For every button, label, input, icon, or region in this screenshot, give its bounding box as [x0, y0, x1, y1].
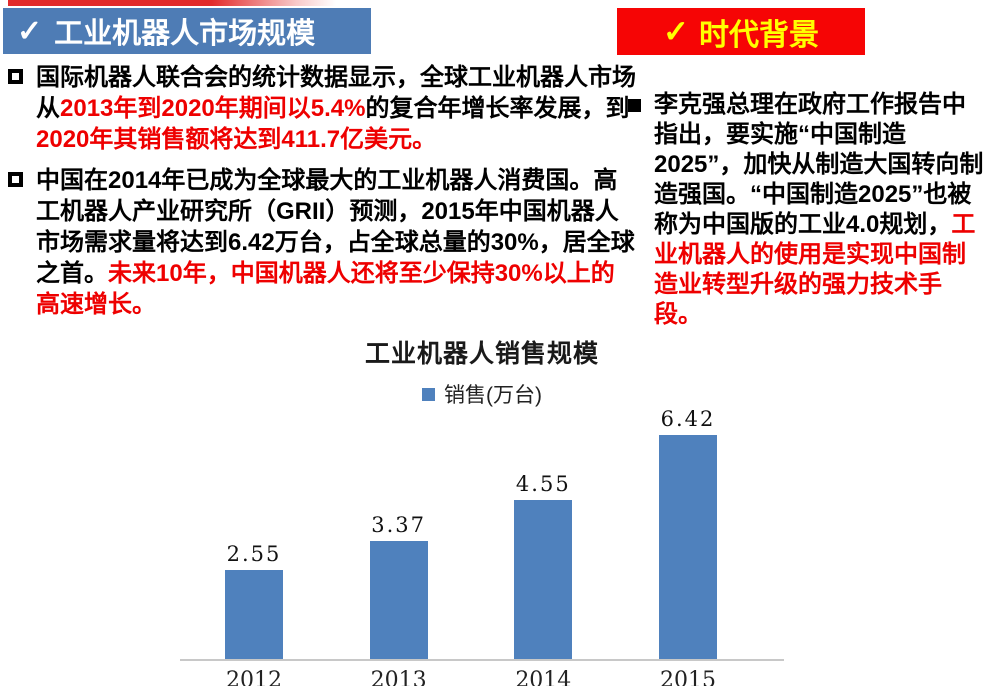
- chart-plot: 2.55 3.37 4.55 6.42: [180, 407, 784, 661]
- bar-group-2013: 3.37: [369, 513, 428, 659]
- emphasis-text: 工业机器人的使用是实现中国制造业转型升级的强力技术手段。: [654, 211, 976, 328]
- body-text: 的复合年增长率发展，到: [365, 95, 630, 122]
- emphasis-text: 2013年到2020年期间以5.4%: [60, 95, 366, 122]
- chart-title: 工业机器人销售规模: [364, 340, 599, 368]
- bar-group-2014: 4.55: [514, 472, 573, 659]
- bar-2012: [225, 570, 283, 659]
- bar-2015: [658, 435, 717, 659]
- hollow-square-bullet-icon: [8, 69, 23, 84]
- right-section-title: 时代背景: [698, 18, 819, 52]
- right-column: 李克强总理在政府工作报告中指出，要实施“中国制造2025”，加快从制造大国转向制…: [628, 90, 988, 340]
- legend-swatch-icon: [422, 387, 435, 401]
- bar-chart: 工业机器人销售规模 销售(万台) 2.55 3.37 4.55 6.42 2012 20…: [180, 334, 784, 686]
- bar-value-label: 6.42: [660, 407, 716, 431]
- x-tick-label: 2013: [370, 668, 427, 686]
- hollow-square-bullet-icon: [8, 172, 23, 187]
- chart-xaxis-labels: 2012 2013 2014 2015: [180, 661, 784, 686]
- x-tick-label: 2014: [515, 668, 572, 686]
- emphasis-text: 未来10年，中国机器人还将至少保持30%以上的高速增长。: [36, 260, 615, 318]
- chart-legend: 销售(万台): [180, 379, 784, 409]
- filled-square-bullet-icon: [628, 99, 641, 112]
- checkmark-icon: ✓: [17, 14, 43, 48]
- right-section-header: ✓ 时代背景: [617, 8, 865, 55]
- bullet-text: 李克强总理在政府工作报告中指出，要实施“中国制造2025”，加快从制造大国转向制…: [654, 90, 986, 330]
- bar-value-label: 4.55: [515, 472, 571, 496]
- body-text: 中国在2014年已成为全球最大的工业机器人消费国。高工机器人产业研究所（GRII…: [36, 167, 635, 287]
- bar-2013: [369, 541, 428, 659]
- left-section-header: ✓ 工业机器人市场规模: [3, 8, 371, 54]
- bullet-text: 国际机器人联合会的统计数据显示，全球工业机器人市场从2013年到2020年期间以…: [36, 62, 636, 155]
- left-section-title: 工业机器人市场规模: [54, 18, 316, 50]
- legend-label: 销售(万台): [444, 384, 542, 407]
- x-tick-label: 2015: [659, 668, 716, 686]
- emphasis-text: 2020年其销售额将达到411.7亿美元。: [36, 126, 437, 153]
- list-item: 国际机器人联合会的统计数据显示，全球工业机器人市场从2013年到2020年期间以…: [8, 62, 656, 155]
- bar-value-label: 2.55: [226, 542, 282, 566]
- left-column: 国际机器人联合会的统计数据显示，全球工业机器人市场从2013年到2020年期间以…: [8, 62, 656, 330]
- checkmark-icon: ✓: [663, 13, 689, 49]
- list-item: 李克强总理在政府工作报告中指出，要实施“中国制造2025”，加快从制造大国转向制…: [628, 90, 988, 330]
- list-item: 中国在2014年已成为全球最大的工业机器人消费国。高工机器人产业研究所（GRII…: [8, 165, 656, 320]
- body-text: 国际机器人联合会的统计数据显示，全球工业机器人市场从: [36, 64, 636, 122]
- x-tick-label: 2012: [226, 668, 282, 686]
- body-text: 李克强总理在政府工作报告中指出，要实施“中国制造2025”，加快从制造大国转向制…: [654, 91, 984, 238]
- bar-group-2012: 2.55: [225, 542, 283, 659]
- bar-2014: [514, 500, 573, 659]
- bullet-text: 中国在2014年已成为全球最大的工业机器人消费国。高工机器人产业研究所（GRII…: [36, 165, 636, 320]
- top-red-strip: [8, 0, 336, 6]
- bar-value-label: 3.37: [371, 513, 427, 537]
- bar-group-2015: 6.42: [658, 407, 717, 659]
